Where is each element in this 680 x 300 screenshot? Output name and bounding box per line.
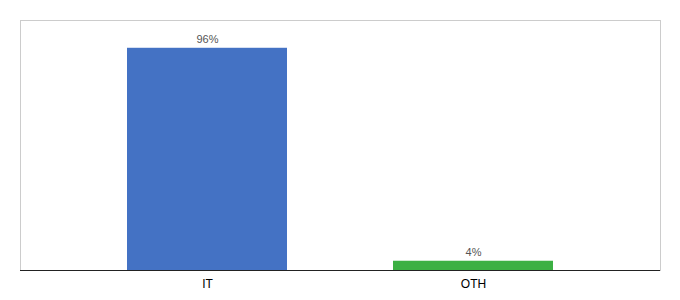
svg-text:IT: IT	[202, 277, 213, 291]
svg-text:4%: 4%	[466, 246, 482, 258]
svg-text:96%: 96%	[196, 33, 218, 45]
svg-text:OTH: OTH	[461, 277, 486, 291]
